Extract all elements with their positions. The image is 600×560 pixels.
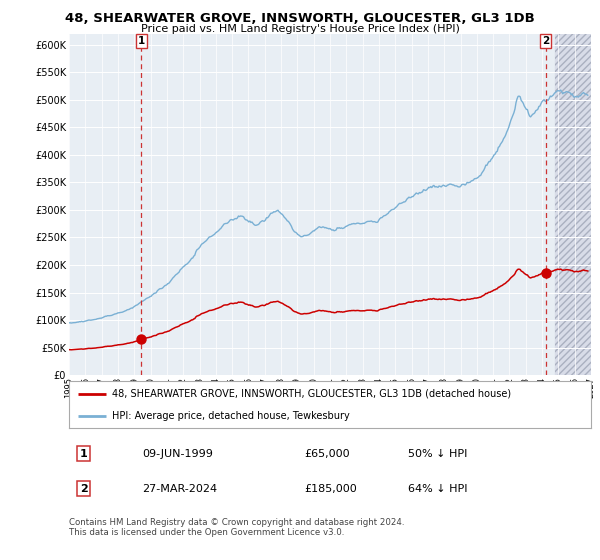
Bar <box>555 34 591 375</box>
Text: 2: 2 <box>542 36 550 46</box>
Text: 09-JUN-1999: 09-JUN-1999 <box>142 449 213 459</box>
Text: Contains HM Land Registry data © Crown copyright and database right 2024.
This d: Contains HM Land Registry data © Crown c… <box>69 518 404 538</box>
Text: 50% ↓ HPI: 50% ↓ HPI <box>409 449 467 459</box>
Text: 48, SHEARWATER GROVE, INNSWORTH, GLOUCESTER, GL3 1DB (detached house): 48, SHEARWATER GROVE, INNSWORTH, GLOUCES… <box>112 389 511 399</box>
Text: Price paid vs. HM Land Registry's House Price Index (HPI): Price paid vs. HM Land Registry's House … <box>140 24 460 34</box>
Text: £185,000: £185,000 <box>304 484 356 494</box>
Text: 2: 2 <box>80 484 88 494</box>
Text: 1: 1 <box>80 449 88 459</box>
Text: 64% ↓ HPI: 64% ↓ HPI <box>409 484 468 494</box>
Text: 27-MAR-2024: 27-MAR-2024 <box>142 484 217 494</box>
Text: £65,000: £65,000 <box>304 449 350 459</box>
Text: 1: 1 <box>138 36 145 46</box>
Bar <box>555 34 591 375</box>
Text: HPI: Average price, detached house, Tewkesbury: HPI: Average price, detached house, Tewk… <box>112 410 350 421</box>
Text: 48, SHEARWATER GROVE, INNSWORTH, GLOUCESTER, GL3 1DB: 48, SHEARWATER GROVE, INNSWORTH, GLOUCES… <box>65 12 535 25</box>
